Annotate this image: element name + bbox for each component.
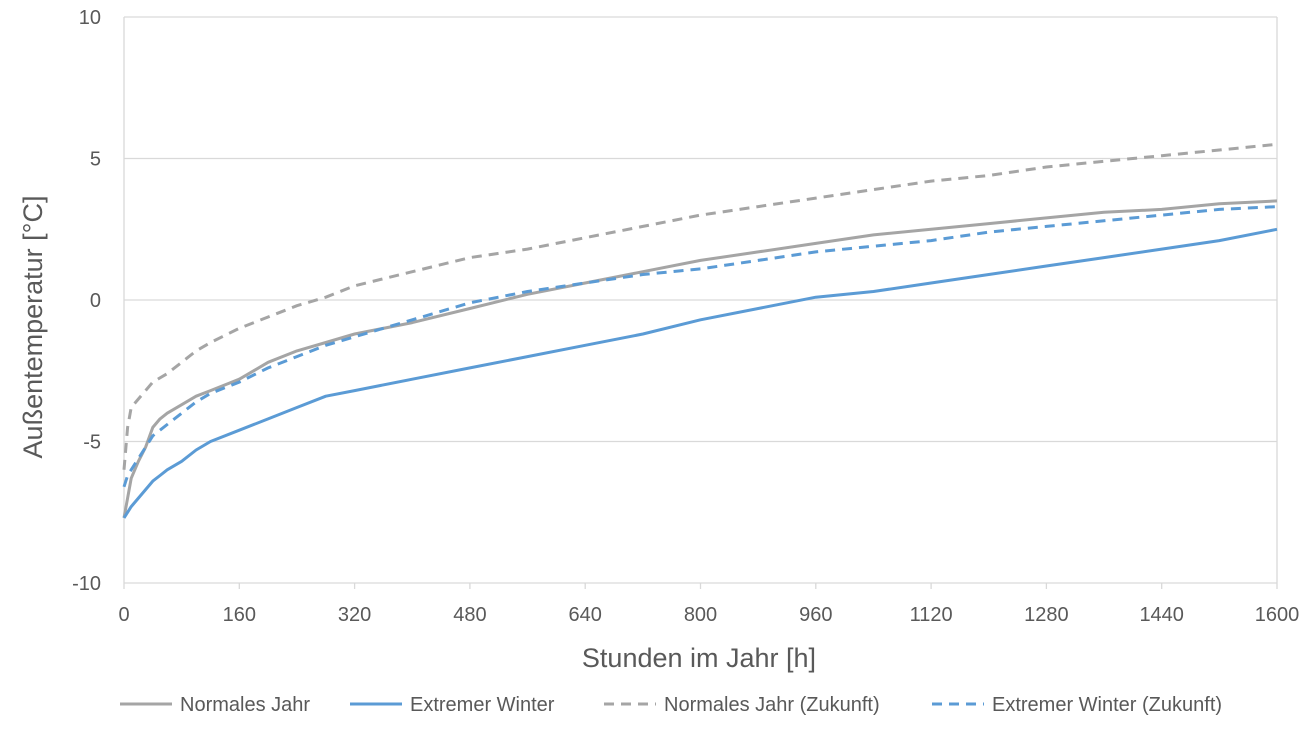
x-tick-label: 0 [118, 604, 129, 626]
tick-labels: -10 -5 0 5 10 0 160 320 480 640 800 960 1120 1280 1440… [72, 7, 1299, 626]
y-tick-label: 0 [90, 290, 101, 312]
legend: Normales Jahr Extremer Winter Normales Jah… [120, 694, 1222, 716]
legend-label-2: Normales Jahr (Zukunft) [664, 694, 880, 716]
y-tick-label: -10 [72, 573, 101, 595]
series-line-3 [122, 205, 1278, 488]
legend-label-0: Normales Jahr [180, 694, 310, 716]
x-tick-label: 1440 [1139, 604, 1184, 626]
x-tick-label: 640 [569, 604, 602, 626]
x-tick-label: 1280 [1024, 604, 1069, 626]
grid-layer [124, 16, 1277, 584]
x-tick-label: 160 [223, 604, 256, 626]
x-tick-label: 320 [338, 604, 371, 626]
axis-layer [123, 17, 1278, 589]
y-tick-label: 5 [90, 149, 101, 171]
x-tick-label: 960 [799, 604, 832, 626]
legend-label-3: Extremer Winter (Zukunft) [992, 694, 1222, 716]
x-tick-label: 480 [453, 604, 486, 626]
x-tick-label: 1120 [910, 604, 953, 626]
x-axis-title: Stunden im Jahr [h] [582, 643, 816, 673]
series-line-2 [122, 142, 1278, 470]
y-axis-title: Außentemperatur [°C] [18, 196, 48, 459]
x-tick-label: 800 [684, 604, 717, 626]
series-line-1 [122, 227, 1278, 519]
y-tick-label: -5 [83, 432, 101, 454]
series-layer [122, 142, 1278, 519]
x-tick-label: 1600 [1255, 604, 1300, 626]
series-line-0 [122, 199, 1278, 519]
legend-label-1: Extremer Winter [410, 694, 555, 716]
y-tick-label: 10 [79, 7, 101, 29]
